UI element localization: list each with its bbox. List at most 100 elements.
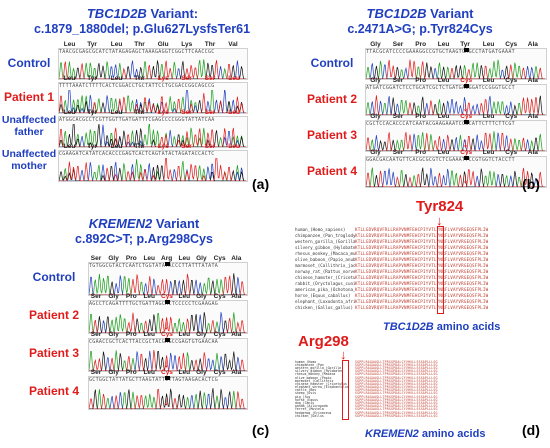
panel-b-variant-marker (464, 156, 470, 160)
tbc1d2b-caption-rest: amino acids (433, 321, 501, 333)
panel-c-codon: Cys (213, 369, 226, 376)
panel-b-codon: Ser (392, 113, 404, 120)
tbc1d2b-alignment-row: chimpanzee_(Pan_troglodytes)KTLLGDVRQVFR… (295, 232, 535, 238)
kremen2-alignment-sequence: SGPPLRAGAAGLLTPRSGPDALCYVHVLLSSSAPLLLSG (355, 401, 438, 406)
panel-a-trace (59, 124, 247, 147)
panel-c-title: KREMEN2 Variant (14, 216, 274, 231)
panel-a-chromatogram: CGAAGATCATATCACACCCGAGTCACTCAGTATACTAGAT… (58, 150, 248, 182)
panel-c-codon: Leu (178, 369, 191, 376)
panel-b-codon: Pro (415, 41, 427, 48)
panel-c-codon: Pro (125, 293, 137, 300)
panel-b-codon: Ser (392, 77, 404, 84)
panel-c-codon: Ser (90, 369, 102, 376)
panel-b-variant-marker (464, 84, 470, 88)
kremen2-alignment-row: dog_(Canis SGPPLRAGAAGLLTPRSGPDALCYVHVLLS… (295, 401, 525, 406)
tbc1d2b-alignment-row: chinese_hamster_(Cricetulus_griseus)KTLL… (295, 274, 535, 280)
panel-c-codon: Pro (125, 369, 137, 376)
arg298-label: Arg298 (298, 333, 349, 350)
tbc1d2b-alignment-row: rhesus_monkey_(Macaca_mulatta)KTLLGDVRQV… (295, 250, 535, 256)
panel-a-row-label: Unaffected father (1, 114, 57, 138)
panel-c-codon: Gly (196, 255, 207, 262)
panel-c-codon: Cys (161, 331, 173, 338)
panel-a-codon: Leu (110, 143, 123, 150)
panel-a-codon: Ser (204, 143, 216, 150)
panel-a-codon: Leu (228, 75, 240, 82)
panel-a-letter: (a) (252, 176, 270, 192)
panel-c-codon: Ala (231, 293, 242, 300)
panel-c-codon: Gly (108, 255, 119, 262)
panel-a-codon: Ser (181, 109, 192, 116)
panel-c-codon: Ser (90, 331, 102, 338)
kremen2-alignment: human_(Homo SGPPLRAGAAGLLTPRSGPDALCYVHVLL… (295, 360, 525, 418)
kremen2-alignment-row: chimpanzee_(Pan SGPPLRAGAAGLLTPRSGPDALCYV… (295, 363, 525, 367)
panel-a-base-calls: CGAAGATCATATCACACCCGAGTCACTCAGTATACTAGAT… (59, 151, 215, 157)
panel-a-codon: Tyr (87, 143, 97, 150)
panel-a-row-label: Control (7, 56, 51, 70)
kremen2-alignment-sequence: SGPPLRAGAAGLLTPRSGPDALCYVHVLLSSSAPLLLSG (355, 391, 438, 396)
panel-a-trace (59, 90, 247, 113)
tbc1d2b-alignment-row: marmoset_(Callithrix_jacchus)KTLLGDVRQVF… (295, 262, 535, 268)
panel-c-variant-marker (165, 338, 170, 342)
panel-c-codon: Ala (231, 255, 242, 262)
panel-c-codon: Cys (213, 293, 226, 300)
panel-c-codon: Gly (108, 331, 119, 338)
panel-b-codon: Leu (482, 113, 495, 120)
panel-b-codon: Gly (370, 77, 381, 84)
panel-b-trace (366, 59, 546, 79)
tbc1d2b-alignment-sequence: KTLLGDVRQVFRLLRAPVNMFEHCPIYVTLYNRFLVAYVR… (355, 286, 489, 292)
tbc1d2b-alignment-sequence: KTLLGDVRQVFRLLRAPVNMFEHCPIYVTLYNRFLVAYVR… (355, 298, 489, 304)
tbc1d2b-alignment-row: olive_baboon_(Papio_anubis)KTLLGDVRQVFRL… (295, 256, 535, 262)
panel-c-codon: Leu (143, 331, 155, 338)
tbc1d2b-alignment-sequence: KTLLGDVRQVFRLLRAPVNMFEHCPIYVTLYNRFLVAYVR… (355, 280, 489, 286)
kremen2-alignment-row: marmoset_(Callithrix SGPPLRAGAAGLLTPRSGPD… (295, 379, 525, 383)
panel-c-variant-arrow: ↓ (163, 393, 170, 408)
panel-b-codon: Gly (370, 113, 381, 120)
panel-c-row-label: Patient 3 (28, 346, 79, 360)
kremen2-alignment-row: horse_(Equus SGPPLRAGAAGLLTPRSGPDALCYVHVL… (295, 397, 525, 402)
panel-c-subtitle: c.892C>T; p.Arg298Cys (75, 232, 213, 246)
tbc1d2b-caption: TBC1D2B amino acids (383, 321, 500, 333)
panel-c-codon: Ser (90, 255, 102, 262)
tbc1d2b-alignment-row: chicken_(Gallus_gallus) KTLLGDVRQVFRLLRAP… (295, 304, 535, 310)
panel-c-variant-marker (165, 376, 170, 380)
panel-a-codon: Leu (63, 143, 76, 150)
panel-a-title: TBC1D2B Variant: (10, 6, 275, 21)
panel-c-trace (89, 350, 247, 371)
kremen2-alignment-row: sheep_(Ovis SGPPLRAGAAGLLTPRSGPDALCYVHVLL… (295, 391, 525, 396)
kremen2-alignment-species: sheep_(Ovis (295, 391, 317, 396)
tbc1d2b-alignment-row: rabbit_(Oryctolagus_cuniculus)KTLLGDVRQV… (295, 280, 535, 286)
panel-b-trace (366, 167, 546, 187)
kremen2-alignment-species: chicken_(Gallus (295, 413, 324, 418)
tbc1d2b-alignment-species: elephant_(Loxodonta_africana) (295, 298, 355, 304)
panel-b-codon: Cys (460, 113, 473, 120)
panel-b-codon: Pro (415, 149, 427, 156)
kremen2-alignment-species: horse_(Equus (295, 397, 319, 402)
panel-c-codon: Pro (125, 255, 137, 262)
tbc1d2b-alignment-sequence: KTLLGDVRQVFRLLRAPVNMFEHCPIYVTLYNRFLVAYVR… (355, 244, 489, 250)
panel-c-trace (89, 388, 247, 409)
panel-a-chromatogram: TAACGCGAGCGCATCTATAGAGAGCTAAAGAGGTCGGCTT… (58, 48, 248, 80)
tbc1d2b-alignment-species: human_(Homo_sapiens) (295, 226, 346, 232)
tbc1d2b-alignment-sequence: KTLLGDVRQVFRLLRAPVNMFEHCPIYVTLYNRFLVAYVR… (355, 304, 489, 310)
panel-a-codon: Ser (181, 75, 192, 82)
tbc1d2b-alignment-row: human_(Homo_sapiens) KTLLGDVRQVFRLLRAPVNM… (295, 226, 535, 232)
tbc1d2b-alignment-species: chicken_(Gallus_gallus) (295, 304, 353, 310)
tyr824-highlight (437, 226, 444, 314)
panel-b-variant-arrow: ↓ (462, 171, 469, 186)
kremen2-alignment-sequence: SGPPLRAGAAGLLTPRSGPDALCYVHVLLSSSAPLLLSG (355, 410, 438, 415)
kremen2-alignment-species: western_gorilla_(Gorilla (295, 365, 342, 370)
panel-c-codon: Gly (196, 369, 207, 376)
panel-b-codon: Tyr (460, 41, 470, 48)
kremen2-alignment-row: silvery_gibbon_(Hylobates SGPPLRAGAAGLLTP… (295, 369, 525, 373)
panel-b-base-calls: GGACGACAATGTTCACGCGCGTCTCGAAATTCCGTGGTCT… (366, 157, 515, 163)
panel-a-codon: Tyr (87, 41, 97, 48)
panel-c-codon: Arg (161, 255, 173, 262)
panel-c-codon: Cys (161, 369, 173, 376)
panel-a-trace (59, 59, 247, 79)
panel-c-codon: Cys (161, 293, 173, 300)
panel-a-trace (59, 158, 247, 181)
kremen2-alignment-row: panda_(Ailuropoda SGPPLRAGAAGLLTPRSGPDALC… (295, 404, 525, 408)
panel-c-codon: Ser (90, 293, 102, 300)
kremen2-alignment-row: elephant_shrew_(Elephantulus SGPPLRAGAAGL… (295, 385, 525, 389)
kremen2-alignment-sequence: SGPPLRAGAAGLLTPRSGPDALCYVHVLLSSSAPLLLSG (355, 394, 438, 399)
